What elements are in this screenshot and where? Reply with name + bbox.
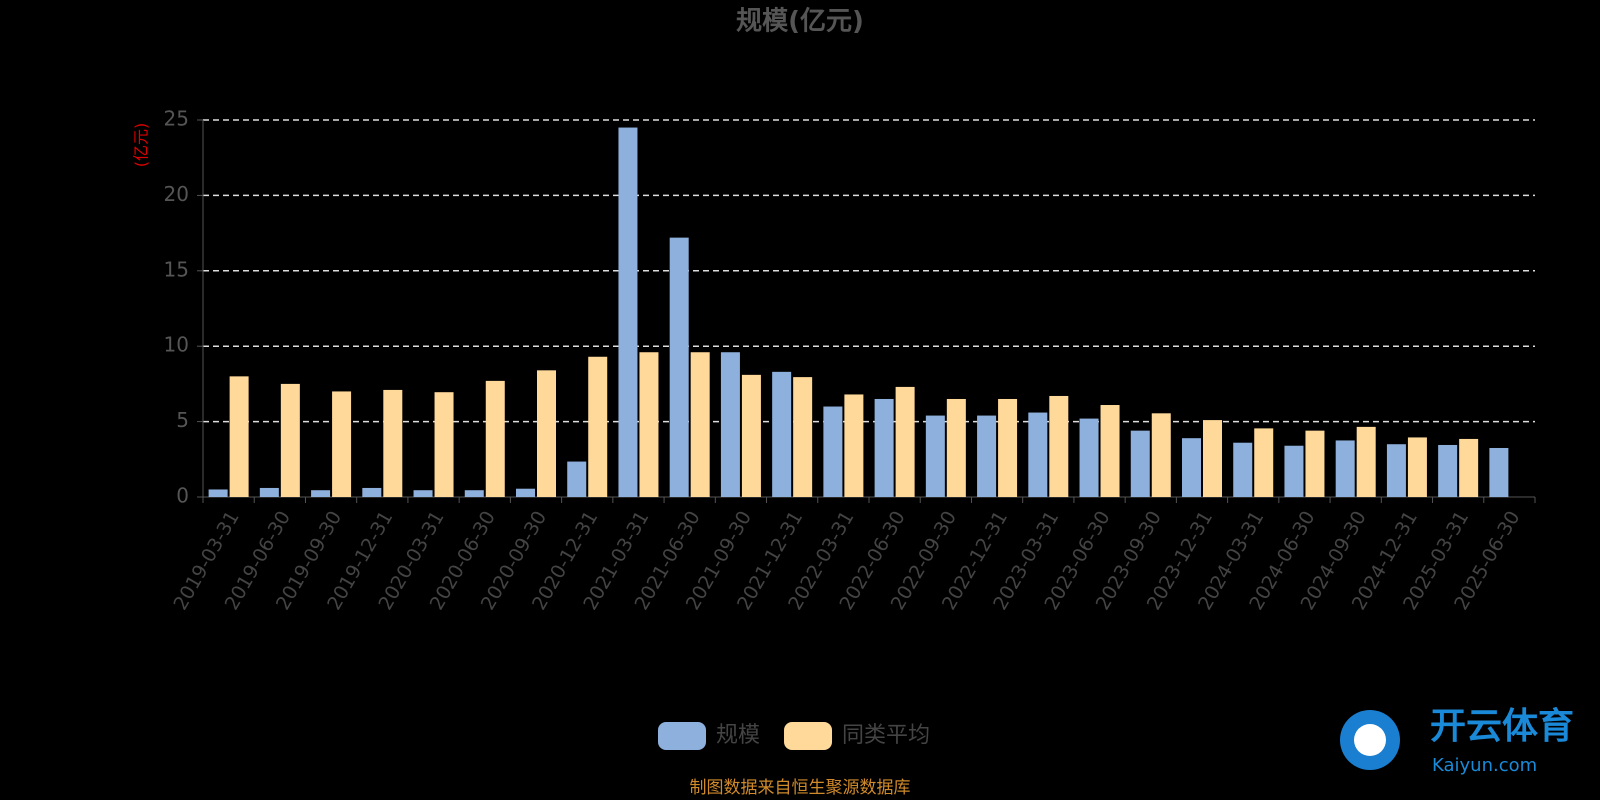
bar: [669, 237, 689, 497]
bar: [1130, 430, 1150, 497]
bar: [925, 415, 945, 497]
bar: [208, 489, 228, 497]
bar: [720, 352, 740, 497]
bar: [1386, 444, 1406, 497]
bar: [280, 383, 300, 497]
legend-swatch: [784, 722, 833, 750]
bar: [588, 356, 608, 497]
bar: [485, 380, 505, 497]
bar: [618, 127, 638, 497]
bar: [998, 398, 1018, 497]
bar: [1233, 442, 1253, 497]
bar: [1335, 440, 1355, 497]
y-tick-label: 5: [176, 408, 189, 432]
bar: [690, 352, 710, 497]
bar: [823, 406, 843, 497]
bar: [1182, 438, 1201, 497]
bar: [874, 398, 894, 497]
bar: [741, 374, 761, 497]
bar: [567, 461, 587, 497]
bar: [362, 487, 382, 497]
bar: [793, 377, 813, 497]
bar: [1100, 405, 1120, 497]
bar: [464, 490, 484, 497]
watermark-brand: 开云体育: [1430, 706, 1574, 747]
legend-label: 规模: [716, 723, 760, 748]
bar: [1489, 447, 1509, 497]
bar: [844, 394, 864, 497]
bar: [1356, 426, 1376, 497]
bar: [895, 386, 915, 497]
bar: [1459, 438, 1479, 497]
watermark-url: Kaiyun.com: [1432, 755, 1537, 776]
bar: [1254, 428, 1274, 497]
bar: [311, 490, 331, 497]
bar: [1079, 418, 1099, 497]
bar: [259, 487, 279, 497]
bar: [1284, 445, 1304, 497]
bar: [1028, 412, 1048, 497]
chart-title: 规模(亿元): [736, 7, 864, 37]
bar: [413, 490, 433, 497]
bar: [1049, 395, 1069, 497]
watermark: 开云体育 Kaiyun.com: [1340, 706, 1574, 776]
y-tick-label: 0: [176, 484, 189, 508]
bar: [946, 398, 966, 497]
y-tick-label: 20: [164, 182, 189, 206]
bar: [229, 376, 249, 497]
legend-swatch: [658, 722, 706, 750]
y-tick-label: 15: [164, 257, 189, 281]
bar: [772, 371, 792, 497]
y-axis-label: (亿元): [132, 123, 151, 168]
y-tick-label: 10: [164, 333, 189, 357]
bar: [1305, 430, 1325, 497]
bar: [332, 391, 352, 497]
logo-ball: [1354, 724, 1386, 756]
y-tick-label: 25: [164, 107, 189, 131]
bar: [1438, 444, 1458, 497]
bar: [639, 352, 659, 497]
bar: [1203, 420, 1222, 497]
bar: [383, 389, 403, 497]
bar: [516, 488, 535, 497]
bar: [1407, 437, 1427, 497]
bar: [1151, 413, 1171, 497]
bar: [977, 415, 997, 497]
bar: [434, 392, 454, 497]
legend-label: 同类平均: [842, 723, 930, 748]
source-note: 制图数据来自恒生聚源数据库: [690, 778, 911, 798]
bar: [537, 370, 556, 497]
